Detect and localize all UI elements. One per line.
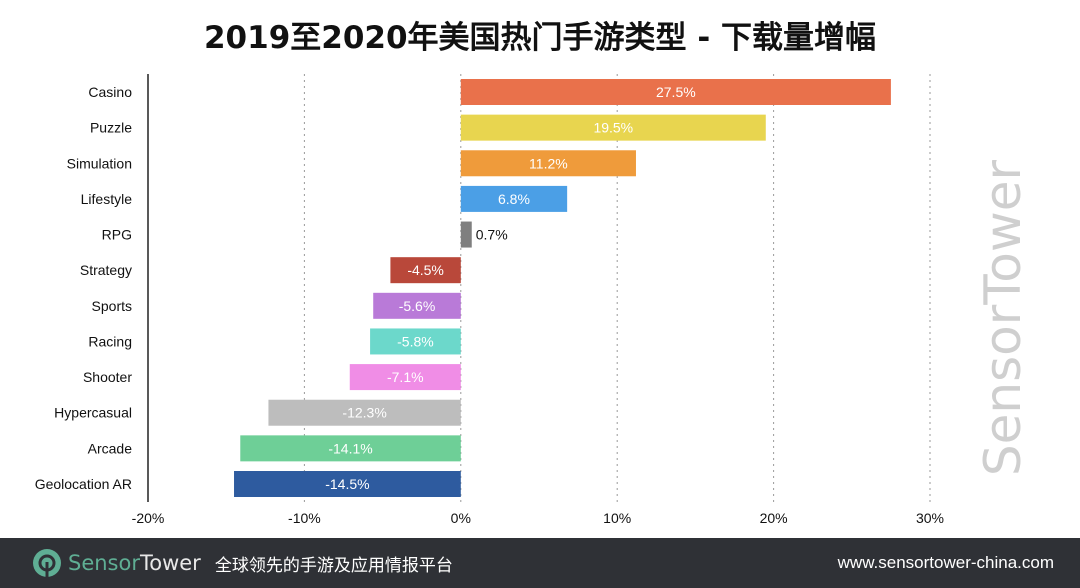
category-label: Racing bbox=[88, 333, 132, 349]
category-label: Sports bbox=[92, 298, 132, 314]
data-label: 19.5% bbox=[593, 120, 633, 136]
category-label: Geolocation AR bbox=[35, 476, 132, 492]
bar bbox=[390, 257, 461, 284]
category-label: Lifestyle bbox=[81, 191, 133, 207]
bar bbox=[349, 364, 461, 391]
data-label: 27.5% bbox=[656, 84, 696, 100]
data-label: 0.7% bbox=[476, 227, 508, 243]
bar bbox=[268, 399, 461, 426]
x-tick-label: -10% bbox=[288, 510, 321, 526]
chart-title: 2019至2020年美国热门手游类型 - 下载量增幅 bbox=[203, 20, 876, 56]
brand-tower: Tower bbox=[139, 551, 201, 575]
category-label: Puzzle bbox=[90, 120, 132, 136]
bar bbox=[460, 221, 472, 248]
footer-brand: SensorTower bbox=[68, 551, 201, 575]
bar bbox=[460, 114, 766, 141]
bar bbox=[234, 471, 461, 497]
data-label: -4.5% bbox=[407, 262, 444, 278]
x-tick-label: 20% bbox=[760, 510, 788, 526]
data-label: 11.2% bbox=[529, 155, 568, 171]
data-label: -5.6% bbox=[399, 298, 436, 314]
data-label: -7.1% bbox=[387, 369, 424, 385]
bar bbox=[460, 79, 891, 105]
bar bbox=[460, 150, 636, 177]
data-label: -5.8% bbox=[397, 333, 434, 349]
data-label: -12.3% bbox=[342, 405, 386, 421]
category-label: Hypercasual bbox=[54, 405, 132, 421]
data-label: 6.8% bbox=[498, 191, 530, 207]
bar bbox=[373, 292, 461, 319]
bar bbox=[370, 328, 461, 355]
footer-url: www.sensortower-china.com bbox=[837, 553, 1054, 572]
x-tick-label: 0% bbox=[451, 510, 471, 526]
category-label: Shooter bbox=[83, 369, 132, 385]
category-label: RPG bbox=[102, 227, 132, 243]
bar-chart: -20% -10% 0% 10% 20% 30% Casino 27.5% Puzzle 19.5… bbox=[35, 74, 944, 526]
category-label: Arcade bbox=[88, 440, 133, 456]
data-label: -14.5% bbox=[325, 476, 369, 492]
bar bbox=[240, 435, 461, 462]
bar bbox=[460, 185, 568, 212]
x-tick-label: 30% bbox=[916, 510, 944, 526]
category-label: Simulation bbox=[67, 155, 132, 171]
sensortower-logo-icon bbox=[33, 549, 61, 578]
data-label: -14.1% bbox=[328, 440, 372, 456]
category-label: Casino bbox=[88, 84, 132, 100]
footer: SensorTower 全球领先的手游及应用情报平台 www.sensortow… bbox=[0, 538, 1080, 588]
x-tick-label: -20% bbox=[132, 510, 165, 526]
brand-sensor: Sensor bbox=[68, 551, 140, 575]
footer-tagline: 全球领先的手游及应用情报平台 bbox=[214, 555, 453, 576]
x-tick-label: 10% bbox=[603, 510, 631, 526]
category-label: Strategy bbox=[80, 262, 132, 278]
